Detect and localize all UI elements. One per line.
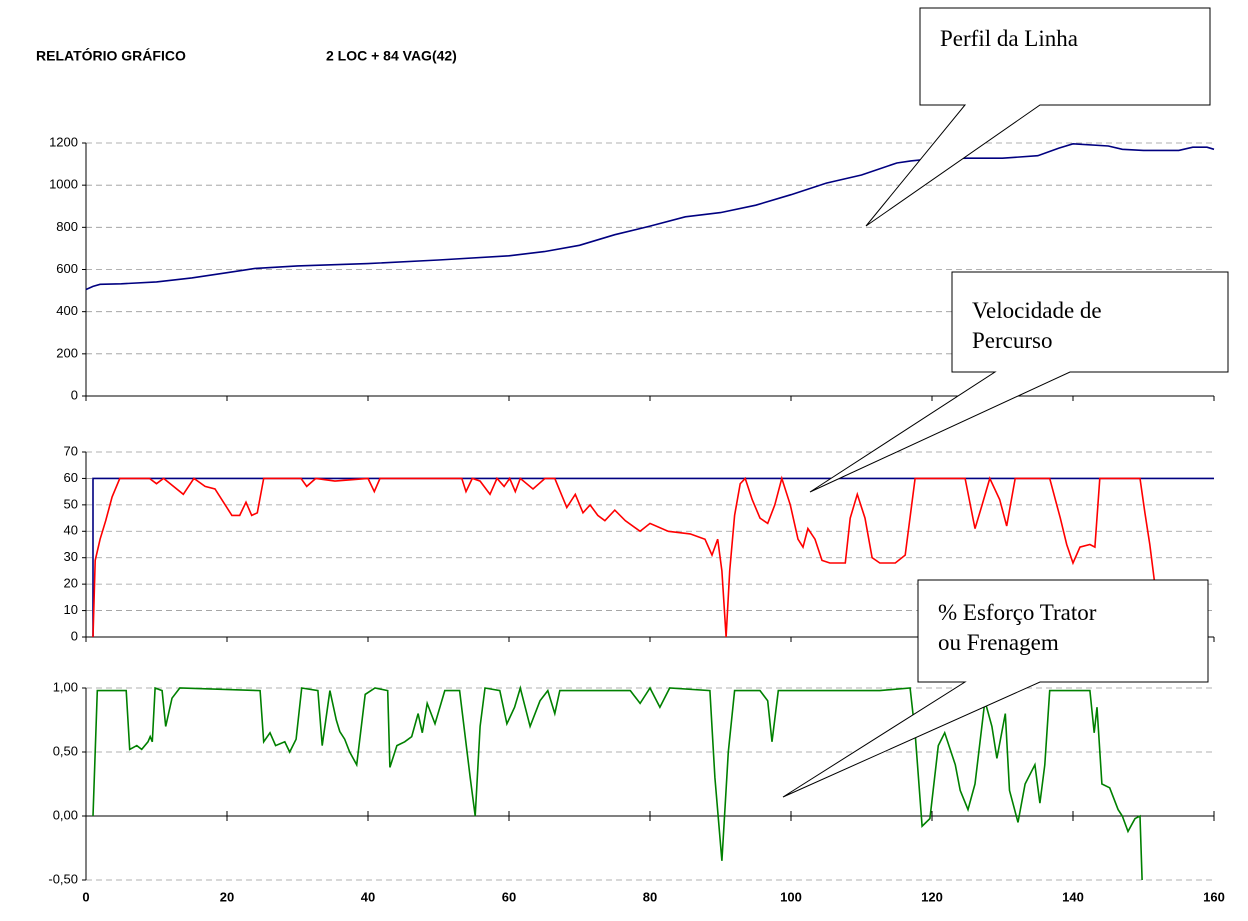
callout-text: % Esforço Trator ou Frenagem bbox=[938, 600, 1097, 655]
x-tick-label: 120 bbox=[921, 889, 943, 904]
y-tick-label: 70 bbox=[64, 443, 78, 458]
y-tick-label: 20 bbox=[64, 576, 78, 591]
data-line bbox=[92, 475, 1156, 638]
y-tick-label: 0,00 bbox=[53, 807, 78, 822]
report-subtitle: 2 LOC + 84 VAG(42) bbox=[326, 48, 457, 64]
y-tick-label: 0 bbox=[71, 628, 78, 643]
x-tick-label: 160 bbox=[1203, 889, 1225, 904]
callout-text: Perfil da Linha bbox=[940, 26, 1078, 51]
y-tick-label: 0,50 bbox=[53, 743, 78, 758]
y-tick-label: 60 bbox=[64, 470, 78, 485]
x-tick-label: 100 bbox=[780, 889, 802, 904]
y-tick-label: 0 bbox=[71, 387, 78, 402]
y-tick-label: 400 bbox=[56, 303, 78, 318]
x-tick-label: 140 bbox=[1062, 889, 1084, 904]
y-tick-label: 600 bbox=[56, 261, 78, 276]
x-tick-label: 80 bbox=[643, 889, 657, 904]
x-tick-label: 40 bbox=[361, 889, 375, 904]
y-tick-label: 1,00 bbox=[53, 679, 78, 694]
y-tick-label: 40 bbox=[64, 523, 78, 538]
callout-line: Percurso bbox=[972, 328, 1052, 353]
x-tick-label: 20 bbox=[220, 889, 234, 904]
callout-line: Perfil da Linha bbox=[940, 26, 1078, 51]
y-tick-label: -0,50 bbox=[48, 871, 78, 886]
x-tick-label: 0 bbox=[82, 889, 89, 904]
y-tick-label: 30 bbox=[64, 549, 78, 564]
x-tick-label: 60 bbox=[502, 889, 516, 904]
y-tick-label: 1200 bbox=[49, 134, 78, 149]
y-tick-label: 800 bbox=[56, 219, 78, 234]
data-line bbox=[85, 142, 1215, 291]
data-line bbox=[92, 684, 1143, 881]
y-tick-label: 200 bbox=[56, 345, 78, 360]
callout-box bbox=[865, 7, 1211, 227]
callout-line: Velocidade de bbox=[972, 298, 1102, 323]
callout-text: Velocidade de Percurso bbox=[972, 298, 1102, 353]
y-tick-label: 1000 bbox=[49, 177, 78, 192]
y-tick-label: 10 bbox=[64, 602, 78, 617]
callout-box bbox=[782, 579, 1209, 798]
callout-line: % Esforço Trator bbox=[938, 600, 1097, 625]
callout-line: ou Frenagem bbox=[938, 630, 1059, 655]
report-title: RELATÓRIO GRÁFICO bbox=[36, 47, 186, 64]
callout-box bbox=[809, 271, 1229, 493]
y-tick-label: 50 bbox=[64, 496, 78, 511]
